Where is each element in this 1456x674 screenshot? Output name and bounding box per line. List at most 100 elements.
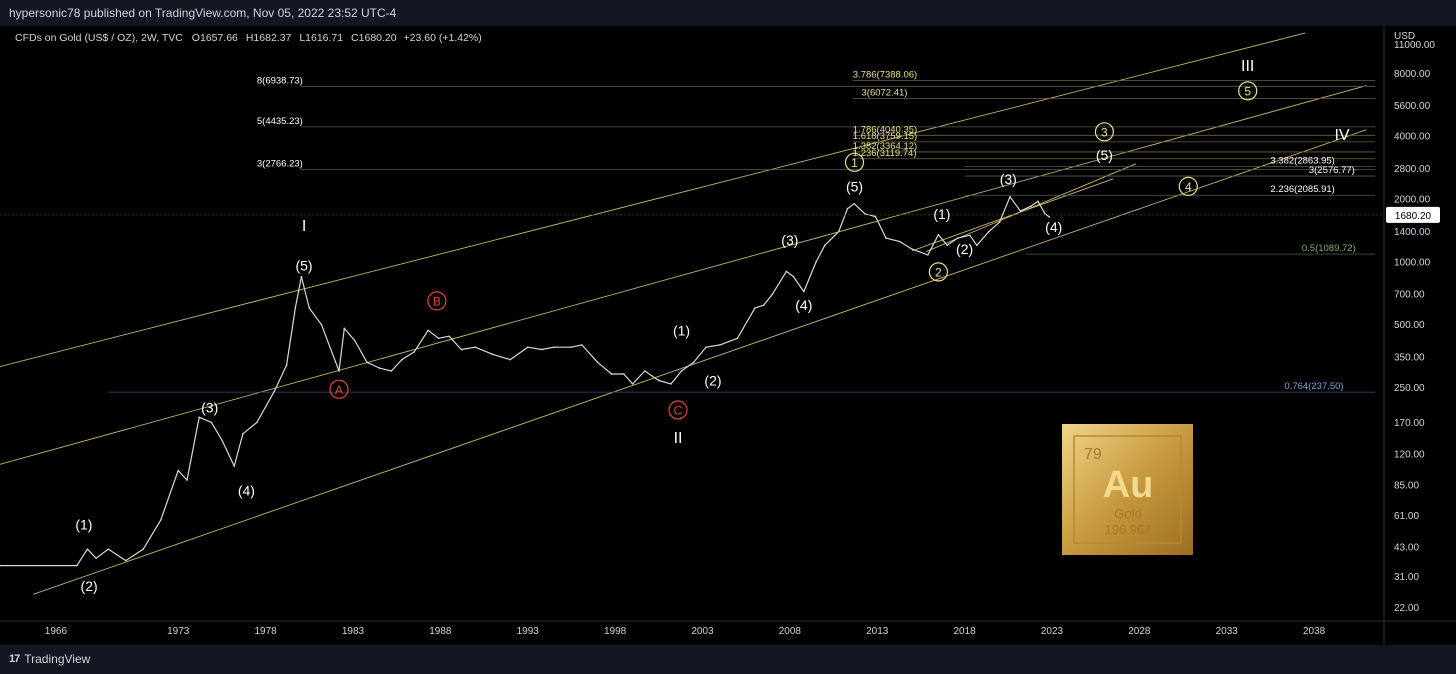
price-point <box>581 344 583 346</box>
svg-text:CFDs on Gold (US$ / OZ), 2W, T: CFDs on Gold (US$ / OZ), 2W, TVC O1657.6… <box>15 32 482 44</box>
price-point <box>0 564 1 567</box>
price-point <box>300 275 303 278</box>
price-point <box>366 361 368 364</box>
price-point <box>1048 216 1051 218</box>
price-point <box>338 370 340 372</box>
price-point <box>570 346 573 348</box>
price-point <box>976 244 978 247</box>
x-tick-label: 1988 <box>429 626 452 637</box>
price-point <box>937 233 940 236</box>
price-point <box>540 348 543 351</box>
fib-level-label: 3.382(2863.95) <box>1270 156 1334 167</box>
wave-circle-red <box>668 400 688 420</box>
price-point <box>186 479 188 481</box>
price-point <box>509 358 512 361</box>
price-point <box>437 337 440 340</box>
tradingview-brand: TradingView <box>24 652 91 666</box>
y-tick-label: 2800.00 <box>1394 164 1431 175</box>
price-point <box>631 383 634 385</box>
fib-level-label: 5(4435.23) <box>257 116 303 127</box>
wave-label: (1) <box>75 517 92 533</box>
price-point <box>273 390 276 392</box>
price-point <box>294 307 297 309</box>
price-point <box>946 244 948 247</box>
price-point <box>824 244 826 247</box>
channel-line <box>0 85 1367 465</box>
price-chart[interactable]: 8(6938.73) 5(4435.23) 3(2766.23) 3.786(7388… <box>0 26 1456 645</box>
wave-label-red: B <box>433 294 441 308</box>
x-tick-label: 2003 <box>691 626 714 637</box>
price-point <box>142 548 145 550</box>
fib-level-label: 1.236(3119.74) <box>853 148 917 159</box>
y-tick-label: 43.00 <box>1394 542 1419 553</box>
wave-label: (3) <box>781 232 798 248</box>
y-tick-label: 4000.00 <box>1394 132 1431 143</box>
fib-level-label: 1.382(3364.12) <box>853 141 917 152</box>
wave-label: (4) <box>1045 219 1062 235</box>
y-tick-label: 5600.00 <box>1394 101 1431 112</box>
price-point <box>998 221 1001 223</box>
price-point <box>610 373 613 375</box>
price-point <box>1030 205 1032 207</box>
x-tick-label: 2033 <box>1216 626 1239 637</box>
price-point <box>596 361 599 364</box>
y-tick-label: 22.00 <box>1394 603 1419 614</box>
y-tick-label: 8000.00 <box>1394 69 1431 80</box>
price-point <box>474 346 477 348</box>
wave-circle-red <box>427 291 447 311</box>
tile-symbol: Au <box>1103 464 1154 506</box>
price-point <box>353 339 356 342</box>
low-value: 1616.71 <box>305 32 343 44</box>
price-point <box>623 373 625 375</box>
x-tick-label: 2023 <box>1041 626 1064 637</box>
wave-label-yellow: 1 <box>851 156 858 170</box>
x-tick-label: 1966 <box>45 626 68 637</box>
price-point <box>988 230 990 233</box>
price-point <box>107 548 110 550</box>
price-point <box>803 290 805 293</box>
y-tick-label: 170.00 <box>1394 418 1425 429</box>
price-point <box>680 370 683 372</box>
fib-level-label: 3(2766.23) <box>257 159 303 170</box>
wave-label-roman: I <box>302 218 306 235</box>
price-point <box>95 557 97 559</box>
x-tick-label: 2008 <box>779 626 802 637</box>
price-point <box>256 421 258 424</box>
symbol-name: CFDs on Gold (US$ / OZ), 2W, TVC <box>15 32 183 44</box>
price-point <box>785 270 788 273</box>
fib-level-label: 1.786(4040.35) <box>853 124 917 135</box>
price-point <box>754 307 756 309</box>
wave-label: (2) <box>956 241 973 257</box>
price-point <box>657 379 660 382</box>
wave-label: (1) <box>673 322 690 338</box>
close-value: 1680.20 <box>359 32 397 44</box>
price-point <box>837 230 840 233</box>
x-tick-label: 2018 <box>953 626 976 637</box>
wave-label: (4) <box>238 483 255 499</box>
y-tick-label: 700.00 <box>1394 290 1425 301</box>
price-point <box>553 346 555 348</box>
price-point <box>427 329 429 332</box>
current-price-badge <box>1386 206 1440 223</box>
tradingview-logo[interactable]: 17 TradingView <box>9 652 90 666</box>
wave-label: (5) <box>295 258 312 274</box>
top-bar: hypersonic78 published on TradingView.co… <box>0 0 1456 26</box>
wave-circle-yellow <box>844 152 865 172</box>
current-price-label: 1680.20 <box>1395 211 1432 222</box>
y-tick-label: 85.00 <box>1394 481 1419 492</box>
price-point <box>76 564 78 567</box>
wave-label: (5) <box>1096 147 1113 163</box>
y-tick-label: 120.00 <box>1394 449 1425 460</box>
wave-circle-yellow <box>1094 122 1115 142</box>
price-point <box>899 240 901 243</box>
price-point <box>792 275 795 278</box>
x-tick-label: 1998 <box>604 626 627 637</box>
wave-label-yellow: 5 <box>1244 84 1251 98</box>
tradingview-logo-icon: 17 <box>9 653 20 665</box>
y-tick-label: 2000.00 <box>1394 195 1431 206</box>
price-point <box>1019 210 1022 212</box>
chart-area[interactable]: 8(6938.73) 5(4435.23) 3(2766.23) 3.786(7388… <box>0 26 1456 645</box>
fib-level-label: 1.618(3759.15) <box>853 131 917 142</box>
price-point <box>1044 212 1046 215</box>
wave-label: (4) <box>795 297 812 313</box>
